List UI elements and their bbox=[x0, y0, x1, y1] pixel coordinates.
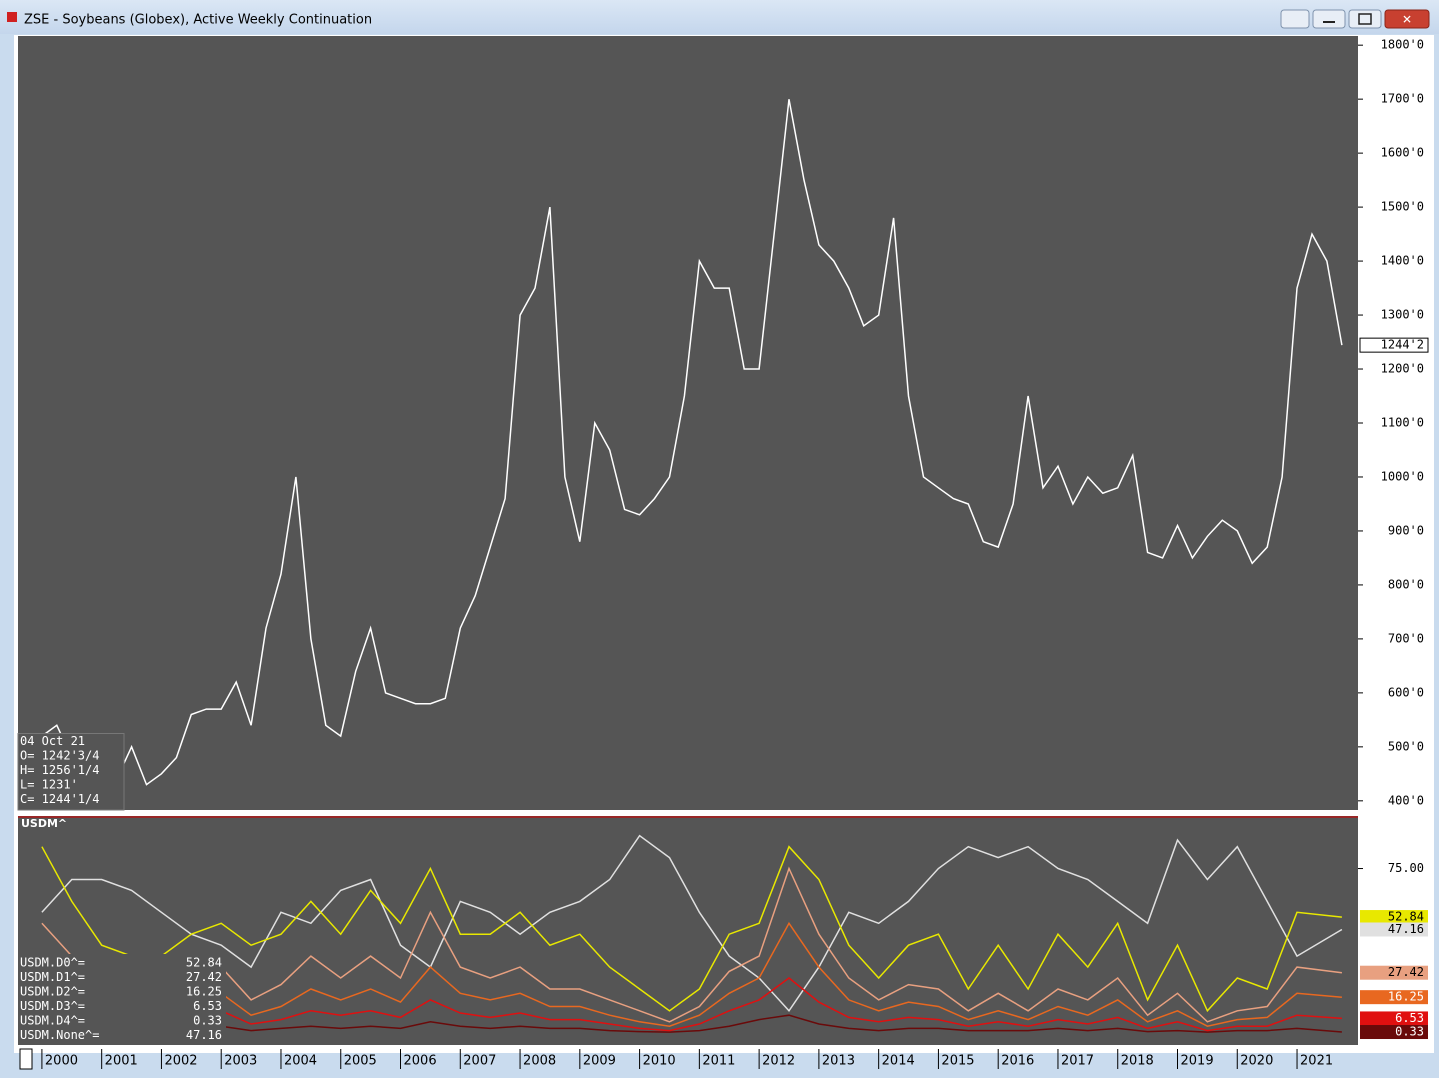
x-tick-label: 2008 bbox=[523, 1054, 556, 1069]
legend-value: 27.42 bbox=[186, 970, 222, 984]
y-tick-label: 400'0 bbox=[1388, 793, 1424, 807]
y-tick-label: 75.00 bbox=[1388, 861, 1424, 875]
x-tick-label: 2017 bbox=[1061, 1054, 1094, 1069]
window-title: ZSE - Soybeans (Globex), Active Weekly C… bbox=[24, 13, 372, 28]
x-axis-strip bbox=[18, 1047, 1358, 1053]
ohlc-box bbox=[17, 733, 125, 811]
x-tick-label: 2018 bbox=[1121, 1054, 1154, 1069]
last-value-label: 47.16 bbox=[1388, 922, 1424, 936]
close-button[interactable] bbox=[1384, 9, 1430, 29]
last-value-flag bbox=[1360, 990, 1428, 1005]
y-tick-label: 1300'0 bbox=[1381, 308, 1424, 322]
last-value-label: 27.42 bbox=[1388, 965, 1424, 979]
series-line bbox=[41, 1014, 1342, 1033]
x-tick-label: 2021 bbox=[1300, 1054, 1333, 1069]
x-tick-label: 2014 bbox=[882, 1054, 915, 1069]
y-tick-label: 500'0 bbox=[1388, 739, 1424, 753]
y-tick-label: 1800'0 bbox=[1381, 38, 1424, 52]
x-tick-label: 2001 bbox=[105, 1054, 138, 1069]
last-value-flag bbox=[1360, 922, 1428, 937]
x-tick-label: 2010 bbox=[643, 1054, 676, 1069]
y-tick-label: 800'0 bbox=[1388, 577, 1424, 591]
legend-name: USDM.None^= bbox=[20, 1028, 99, 1042]
ohlc-text: L= 1231' bbox=[20, 778, 78, 792]
x-tick-label: 2002 bbox=[164, 1054, 197, 1069]
y-tick-label: 900'0 bbox=[1388, 523, 1424, 537]
last-value-flag bbox=[1360, 910, 1428, 925]
y-tick-label: 1200'0 bbox=[1381, 362, 1424, 376]
y-tick-label: 1000'0 bbox=[1381, 469, 1424, 483]
x-tick-label: 2005 bbox=[344, 1054, 377, 1069]
legend-name: USDM.D2^= bbox=[20, 985, 85, 999]
ohlc-text: C= 1244'1/4 bbox=[20, 792, 99, 806]
last-value-label: 52.84 bbox=[1388, 910, 1424, 924]
title-bar bbox=[0, 0, 1439, 34]
x-tick-label: 2009 bbox=[583, 1054, 616, 1069]
legend-name: USDM.D1^= bbox=[20, 970, 85, 984]
legend-value: 0.33 bbox=[193, 1014, 222, 1028]
last-value-label: 16.25 bbox=[1388, 990, 1424, 1004]
last-value-flag bbox=[1359, 337, 1429, 353]
last-value-label: 6.53 bbox=[1395, 1011, 1424, 1025]
x-tick-label: 2011 bbox=[702, 1054, 735, 1069]
x-tick-label: 2003 bbox=[224, 1054, 257, 1069]
ohlc-text: H= 1256'1/4 bbox=[20, 763, 99, 777]
legend-value: 16.25 bbox=[186, 985, 222, 999]
plot-area bbox=[18, 36, 1358, 810]
legend-box bbox=[18, 954, 226, 1045]
series-line bbox=[41, 845, 1342, 1013]
x-tick-label: 2016 bbox=[1001, 1054, 1034, 1069]
last-value-flag bbox=[1360, 965, 1428, 980]
legend-name: USDM.D3^= bbox=[20, 999, 85, 1013]
y-tick-label: 1700'0 bbox=[1381, 92, 1424, 106]
panel-title: USDM^ bbox=[21, 817, 67, 830]
legend-value: 52.84 bbox=[186, 956, 222, 970]
last-value-flag bbox=[1360, 1025, 1428, 1040]
last-value-label: 1244'2 bbox=[1381, 338, 1424, 352]
last-value-label: 0.33 bbox=[1395, 1025, 1424, 1039]
x-tick-label: 2012 bbox=[762, 1054, 795, 1069]
x-tick-label: 2013 bbox=[822, 1054, 855, 1069]
pin-button[interactable] bbox=[1280, 9, 1310, 29]
maximize-button[interactable] bbox=[1348, 9, 1382, 29]
close-icon: ✕ bbox=[1402, 13, 1412, 27]
legend-value: 6.53 bbox=[193, 999, 222, 1013]
x-tick-label: 2020 bbox=[1240, 1054, 1273, 1069]
series-line bbox=[41, 977, 1342, 1032]
y-tick-label: 1500'0 bbox=[1381, 200, 1424, 214]
x-tick-label: 2007 bbox=[463, 1054, 496, 1069]
ohlc-text: O= 1242'3/4 bbox=[20, 749, 99, 763]
legend-name: USDM.D4^= bbox=[20, 1014, 85, 1028]
y-tick-label: 1400'0 bbox=[1381, 254, 1424, 268]
last-value-flag bbox=[1360, 1011, 1428, 1026]
x-tick-label: 2000 bbox=[45, 1054, 78, 1069]
app-icon bbox=[7, 12, 17, 22]
series-line bbox=[41, 921, 1342, 1027]
x-tick-label: 2019 bbox=[1181, 1054, 1214, 1069]
series-line bbox=[41, 834, 1343, 1013]
series-line bbox=[41, 99, 1343, 786]
legend-value: 47.16 bbox=[186, 1028, 222, 1042]
maximize-icon bbox=[1358, 13, 1372, 25]
x-tick-label: 2015 bbox=[941, 1054, 974, 1069]
ohlc-text: 04 Oct 21 bbox=[20, 734, 85, 748]
plot-area bbox=[18, 816, 1358, 1045]
scroll-thumb bbox=[19, 1048, 33, 1070]
series-line bbox=[41, 866, 1342, 1023]
minimize-button[interactable] bbox=[1312, 9, 1346, 29]
y-tick-label: 700'0 bbox=[1388, 631, 1424, 645]
legend-name: USDM.D0^= bbox=[20, 956, 85, 970]
y-tick-label: 1100'0 bbox=[1381, 416, 1424, 430]
x-tick-label: 2006 bbox=[404, 1054, 437, 1069]
x-tick-label: 2004 bbox=[284, 1054, 317, 1069]
y-tick-label: 600'0 bbox=[1388, 685, 1424, 699]
y-tick-label: 1600'0 bbox=[1381, 146, 1424, 160]
